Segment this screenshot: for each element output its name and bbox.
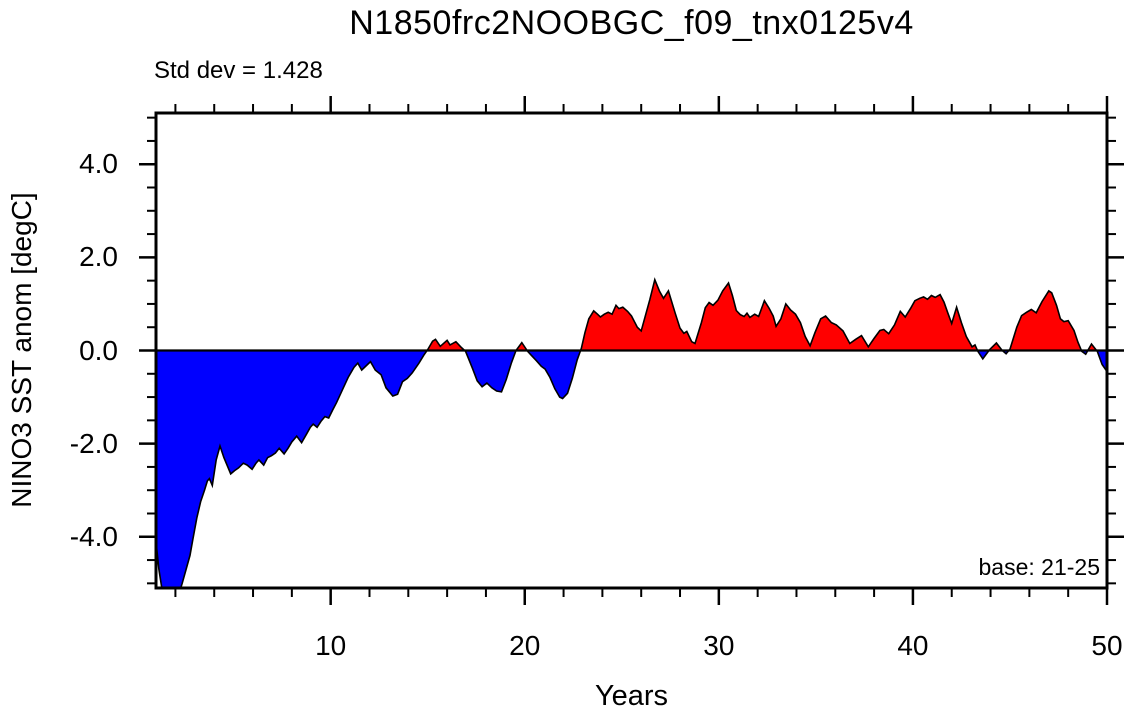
y-tick-label: 4.0 [79, 148, 118, 180]
stddev-annotation: Std dev = 1.428 [154, 57, 323, 84]
y-tick-label: 2.0 [79, 241, 118, 273]
x-tick-label: 40 [897, 630, 929, 661]
x-axis-tick-labels: 10 20 30 40 50 [0, 630, 1137, 664]
x-tick-label: 10 [315, 630, 347, 661]
x-tick-label: 30 [703, 630, 735, 661]
x-axis-label: Years [594, 680, 669, 712]
y-axis-tick-labels: -4.0 -2.0 0.0 2.0 4.0 [0, 0, 130, 714]
y-tick-label: -2.0 [69, 427, 118, 459]
negative-anomaly-area [156, 350, 1107, 588]
x-tick-label: 20 [509, 630, 541, 661]
x-tick-label: 50 [1091, 630, 1123, 661]
y-tick-label: 0.0 [79, 334, 118, 366]
base-period-annotation: base: 21-25 [978, 554, 1100, 580]
y-tick-label: -4.0 [69, 520, 118, 552]
anomaly-curve [156, 277, 1107, 588]
chart-title: N1850frc2NOOBGC_f09_tnx0125v4 [349, 4, 914, 42]
